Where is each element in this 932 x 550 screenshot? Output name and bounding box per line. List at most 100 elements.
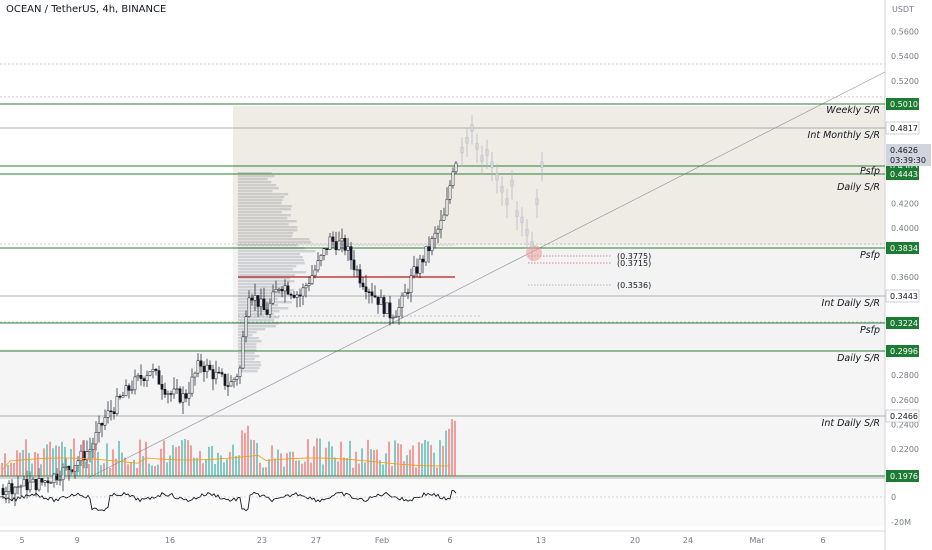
candle-body xyxy=(85,451,89,461)
candle-body xyxy=(424,246,428,263)
candle-body xyxy=(28,481,32,491)
volume-profile-bar xyxy=(238,292,286,295)
volume-profile-bar xyxy=(238,280,295,283)
volume-bar xyxy=(307,439,309,476)
volume-bar xyxy=(40,464,42,476)
volume-profile-bar xyxy=(238,352,255,355)
price-tag-text: 0.3224 xyxy=(890,319,918,328)
candle-body xyxy=(373,295,377,298)
volume-profile-bar xyxy=(238,256,303,259)
candle-body xyxy=(139,375,143,379)
volume-bar xyxy=(286,453,288,476)
time-tick-label: 13 xyxy=(536,536,546,545)
candle-body xyxy=(367,291,371,293)
volume-profile-bar xyxy=(238,259,304,262)
candle-body xyxy=(388,302,392,319)
candle-body xyxy=(274,289,278,293)
volume-profile-bar xyxy=(238,214,291,217)
price-tag-text: 0.4503 xyxy=(890,162,918,171)
volume-bar xyxy=(130,462,132,476)
symbol-title[interactable]: OCEAN / TetherUS, 4h, BINANCE xyxy=(6,4,167,15)
volume-bar xyxy=(253,440,255,476)
volume-bar xyxy=(370,449,372,476)
candle-body xyxy=(421,258,425,263)
volume-bar xyxy=(157,464,159,476)
candle-body xyxy=(190,376,194,394)
volume-profile-bar xyxy=(238,328,266,331)
volume-bar xyxy=(127,464,129,476)
candle-body xyxy=(118,395,122,398)
volume-profile-bar xyxy=(238,262,305,265)
volume-bar xyxy=(439,440,441,476)
candle-body xyxy=(385,302,389,314)
candle-body xyxy=(301,287,305,297)
candle-body xyxy=(196,360,200,374)
volume-bar xyxy=(31,463,33,476)
candle-body xyxy=(46,480,50,484)
candle-body xyxy=(352,259,356,270)
volume-bar xyxy=(406,455,408,476)
candle-body xyxy=(430,238,434,252)
volume-bar xyxy=(7,464,9,476)
price-tick-label: 0.5600 xyxy=(891,28,919,37)
candle-body xyxy=(304,285,308,289)
candle-body xyxy=(154,368,158,371)
volume-profile-bar xyxy=(238,190,273,193)
price-tag xyxy=(885,409,920,423)
candle-body xyxy=(454,162,458,173)
candle-body xyxy=(157,370,161,385)
time-tick-label: 6 xyxy=(447,536,452,545)
volume-profile-bar xyxy=(238,268,293,271)
price-axis[interactable] xyxy=(885,0,932,550)
zone-mid-shade xyxy=(233,245,885,349)
future-candle-body xyxy=(540,161,544,168)
future-candle-body xyxy=(510,179,514,187)
annotation-label: (0.3715) xyxy=(617,259,651,268)
candle-body xyxy=(295,294,299,298)
price-tag-text: 0.1976 xyxy=(890,472,918,481)
volume-bar xyxy=(4,453,6,476)
candle-body xyxy=(172,388,176,395)
volume-bar xyxy=(262,467,264,476)
sr-level-label: Daily S/R xyxy=(837,182,880,193)
candle-body xyxy=(109,410,113,413)
volume-bar xyxy=(397,443,399,476)
candle-body xyxy=(250,297,254,301)
annotation-label: (0.3775) xyxy=(617,252,651,261)
volume-profile-bar xyxy=(238,370,258,373)
volume-profile-bar xyxy=(238,325,277,328)
candle-body xyxy=(340,238,344,242)
axis-unit-label: USDT xyxy=(892,5,914,14)
candle-body xyxy=(88,449,92,452)
price-tag-text: 0.4817 xyxy=(890,124,918,133)
price-tag-text: 0.2996 xyxy=(890,347,918,356)
volume-bar xyxy=(106,443,108,476)
volume-bar xyxy=(94,443,96,476)
volume-profile-bar xyxy=(238,220,297,223)
candle-body xyxy=(256,295,260,307)
volume-bar xyxy=(412,445,414,476)
volume-bar xyxy=(268,459,270,476)
time-tick-label: 5 xyxy=(19,536,24,545)
price-tag-text: 0.3443 xyxy=(890,292,918,301)
candle-body xyxy=(4,491,8,496)
volume-bar xyxy=(76,466,78,476)
candle-body xyxy=(391,317,395,319)
volume-bar xyxy=(67,467,69,476)
candle-body xyxy=(13,486,17,495)
volume-bar xyxy=(289,451,291,476)
future-candle-body xyxy=(490,161,494,168)
candle-body xyxy=(283,285,287,292)
volume-bar xyxy=(223,462,225,476)
price-tag xyxy=(886,345,919,357)
candle-body xyxy=(133,376,137,390)
time-tick-label: 24 xyxy=(683,536,693,545)
candle-body xyxy=(346,246,350,251)
candle-body xyxy=(103,417,107,426)
volume-bar xyxy=(421,443,423,476)
candle-body xyxy=(193,372,197,378)
volume-profile-bar xyxy=(238,184,277,187)
volume-profile-bar xyxy=(238,232,294,235)
